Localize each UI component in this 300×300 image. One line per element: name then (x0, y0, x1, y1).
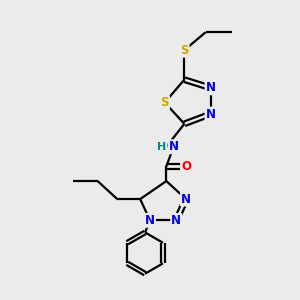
Text: S: S (160, 96, 169, 109)
Text: N: N (169, 140, 178, 153)
Text: N: N (145, 214, 155, 227)
Text: N: N (206, 81, 215, 94)
Text: S: S (180, 44, 189, 57)
Text: H: H (157, 142, 167, 152)
Text: N: N (206, 107, 215, 121)
Text: N: N (171, 214, 181, 227)
Text: O: O (181, 160, 191, 173)
Text: N: N (181, 193, 191, 206)
